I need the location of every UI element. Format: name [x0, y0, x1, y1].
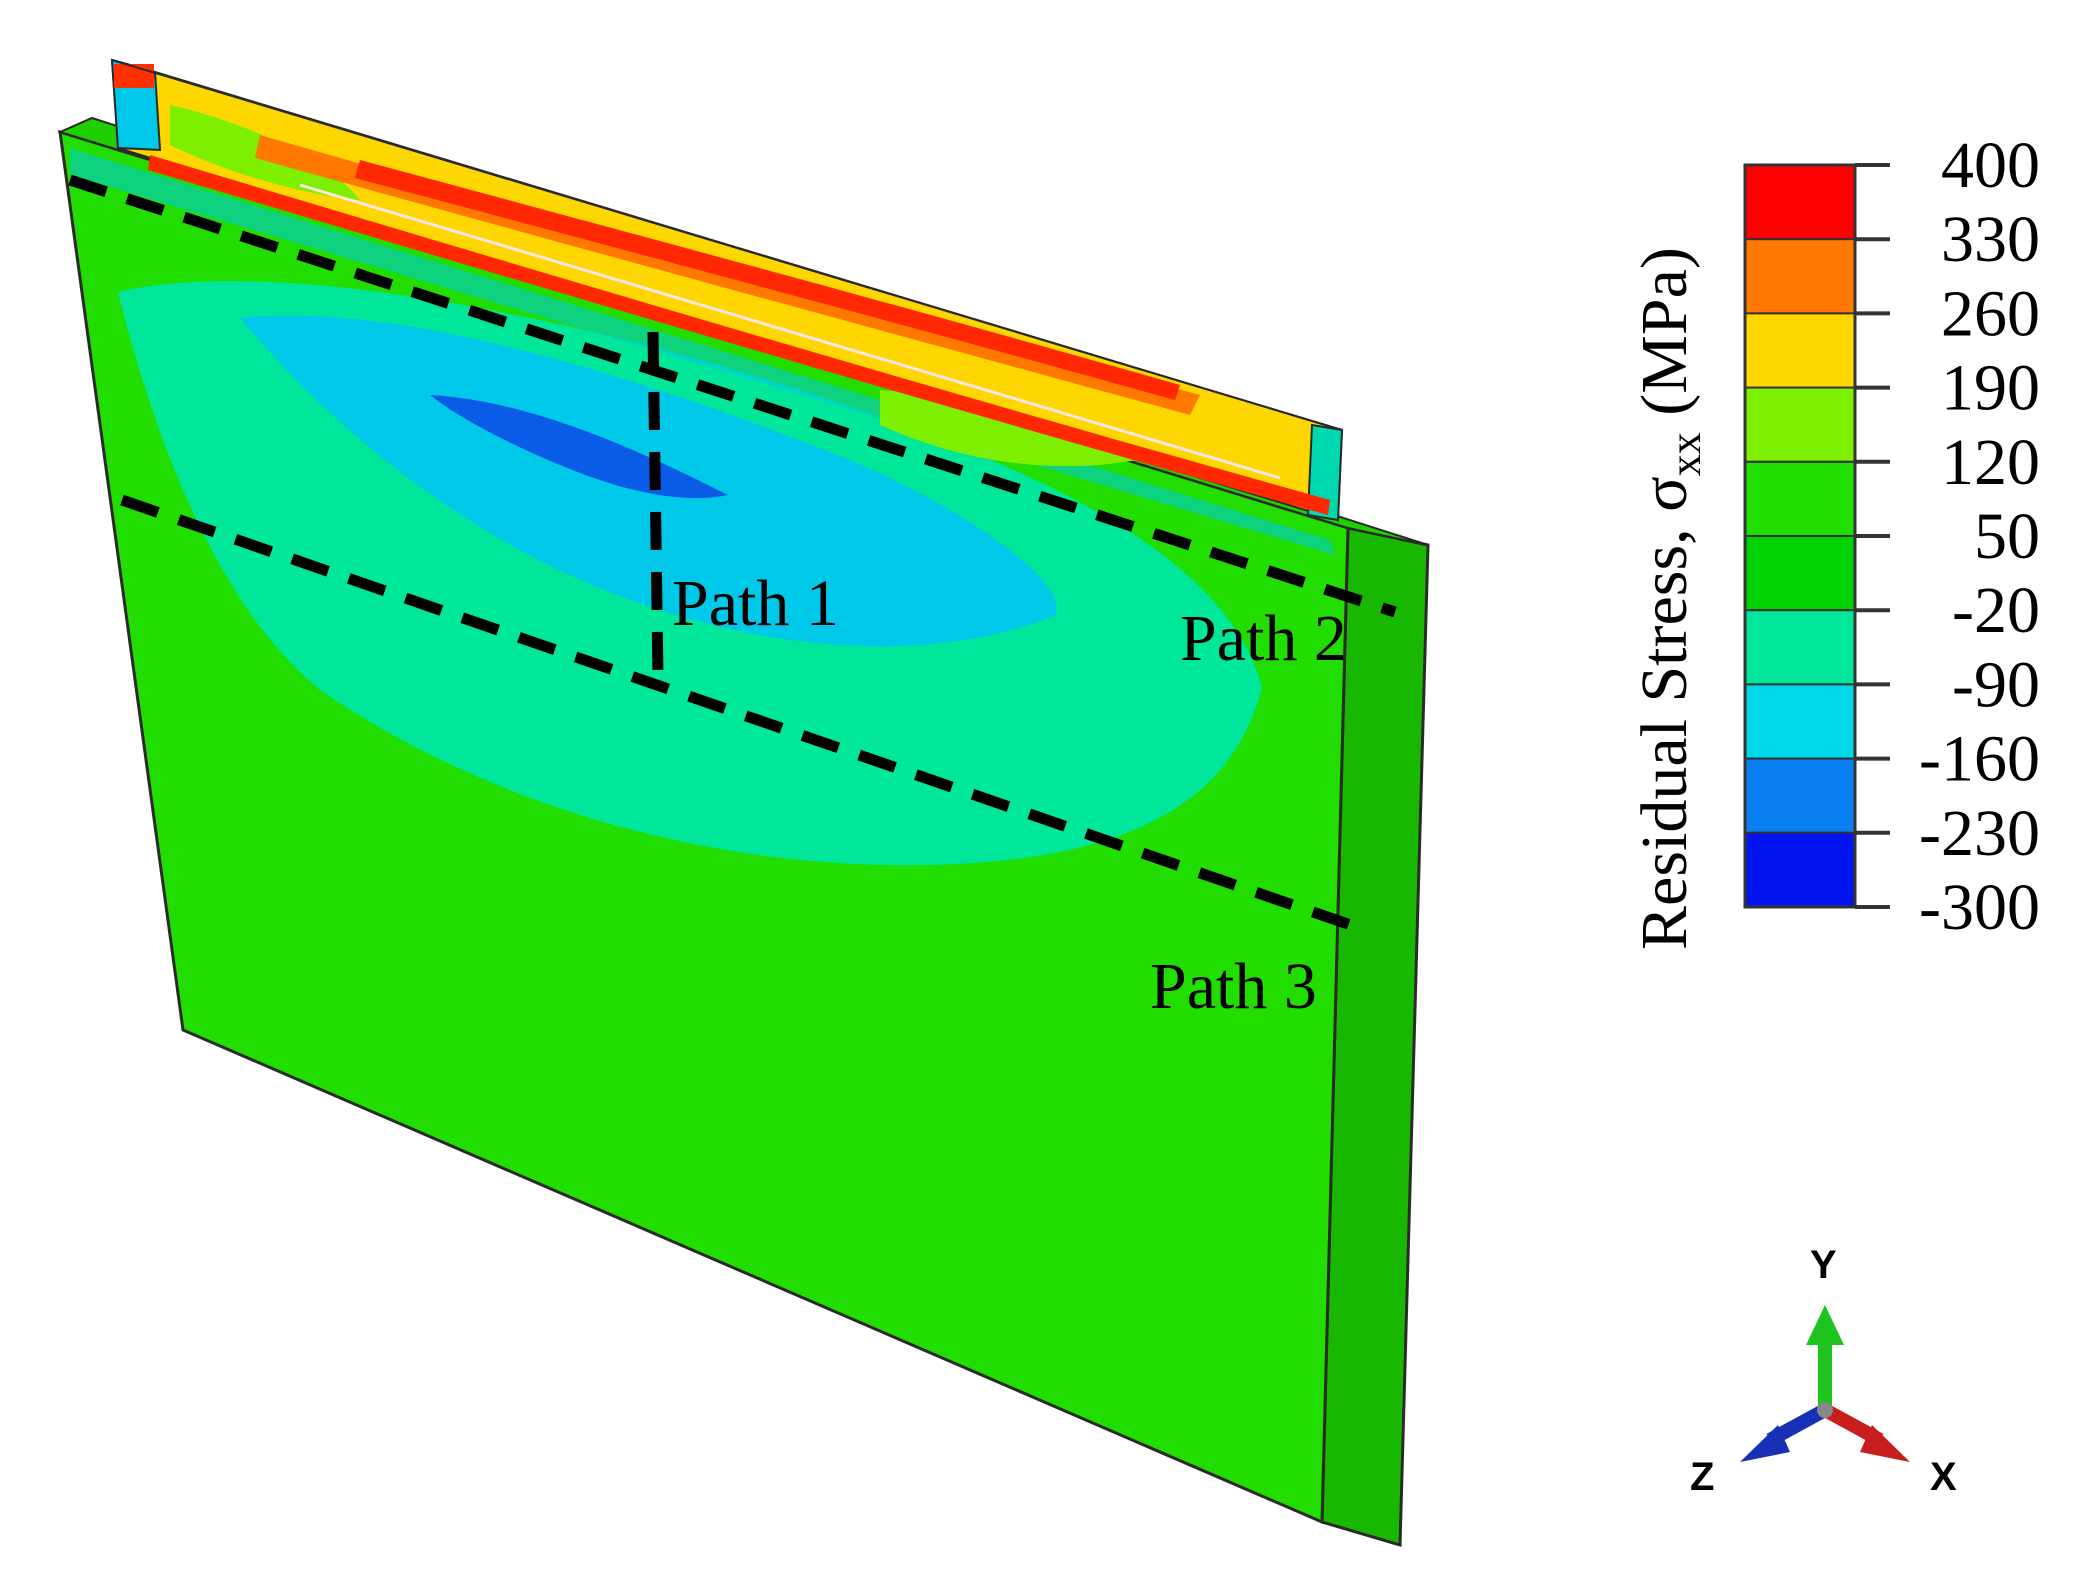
colorbar-title: Residual Stress, σxx (MPa) [1628, 247, 1710, 950]
colorbar-band [1744, 460, 1856, 537]
colorbar-band [1744, 609, 1856, 686]
measurement-paths [68, 174, 1397, 936]
colorbar-band [1744, 312, 1856, 389]
colorbar-tick-label: 330 [1941, 203, 2040, 276]
colorbar-band [1744, 757, 1856, 834]
colorbar-tick-label: 190 [1941, 352, 2040, 425]
colorbar-tick-label: -230 [1919, 797, 2040, 870]
colorbar-band [1744, 238, 1856, 315]
path-2-label: Path 2 [1180, 602, 1347, 675]
path-2-line [68, 174, 1397, 618]
path-3-line [120, 494, 1367, 936]
colorbar-band [1744, 164, 1856, 241]
x-axis-arrowhead [1860, 1425, 1910, 1462]
z-axis-label: Z [1690, 1455, 1714, 1499]
coordinate-triad: Y Z X [1690, 1243, 1957, 1499]
weld-end-left-hotspot [114, 64, 154, 88]
weld-streak-red-lower [148, 155, 1330, 515]
colorbar-band [1744, 386, 1856, 463]
path-1-label: Path 1 [672, 567, 839, 640]
x-axis-label: X [1930, 1455, 1957, 1499]
path-3-label: Path 3 [1150, 950, 1317, 1023]
colorbar-tick-label: 400 [1941, 129, 2040, 202]
colorbar-tick-label: -20 [1952, 574, 2040, 647]
colorbar-bands [1744, 164, 1856, 908]
plate-model [57, 58, 1430, 1547]
z-axis-arrowhead [1740, 1425, 1790, 1462]
colorbar-tick-label: 260 [1941, 277, 2040, 350]
colorbar-tick-label: -90 [1952, 648, 2040, 721]
y-axis-label: Y [1810, 1243, 1837, 1287]
colorbar-title-sub: xx [1661, 432, 1710, 476]
weld-streak-white [299, 183, 1281, 480]
colorbar-tick-label: 50 [1974, 500, 2040, 573]
weld-edge-line [111, 59, 1343, 431]
colorbar-band [1744, 831, 1856, 908]
weld-streak-red-upper [355, 160, 1180, 400]
colorbar-title-main: Residual Stress, σ [1628, 476, 1701, 950]
colorbar-frame [1743, 163, 1857, 909]
y-axis-arrowhead [1806, 1305, 1844, 1345]
colorbar-tick-label: -160 [1919, 723, 2040, 796]
colorbar-ticks [1855, 163, 1890, 909]
colorbar-tick-label: -300 [1919, 871, 2040, 944]
triad-origin [1817, 1402, 1833, 1418]
colorbar-tick-label: 120 [1941, 426, 2040, 499]
colorbar-band [1744, 683, 1856, 760]
colorbar-title-unit: (MPa) [1628, 247, 1701, 432]
colorbar-band [1744, 535, 1856, 612]
